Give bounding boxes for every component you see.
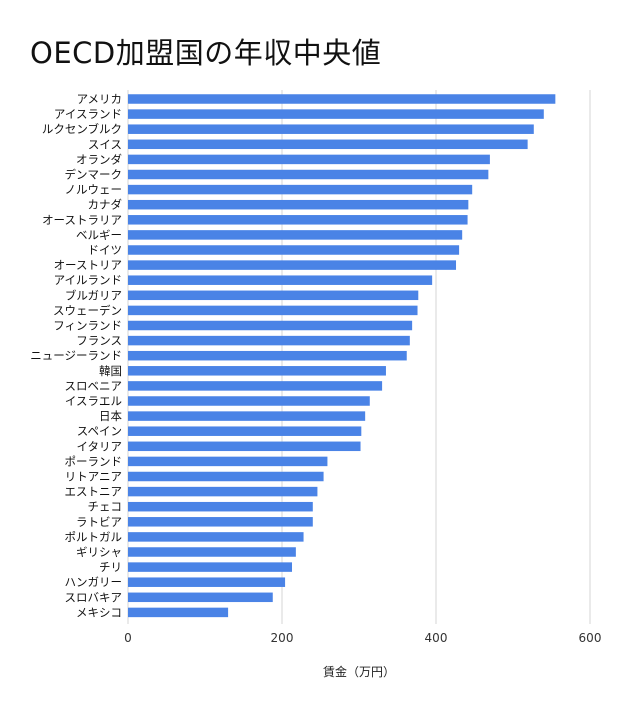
x-tick-label: 0	[124, 631, 132, 645]
x-tick-label: 400	[425, 631, 448, 645]
bar	[128, 230, 463, 240]
category-label: 日本	[99, 409, 122, 423]
category-label: 韓国	[99, 364, 122, 378]
bar	[128, 607, 229, 618]
category-label: オーストラリア	[42, 213, 122, 227]
bar	[128, 260, 457, 270]
category-label: リトアニア	[65, 470, 122, 484]
x-axis-title: 賃金（万円）	[323, 664, 395, 679]
bar	[128, 199, 469, 210]
bar	[128, 396, 370, 406]
bars	[128, 94, 556, 618]
category-label: ポルトガル	[65, 530, 123, 544]
chart-title: OECD加盟国の年収中央値	[30, 36, 382, 70]
category-label: ノルウェー	[65, 183, 123, 197]
bar	[128, 486, 318, 497]
category-label: イタリア	[76, 439, 122, 453]
category-label: フランス	[76, 334, 122, 348]
category-label: チェコ	[88, 500, 123, 514]
category-label: ギリシャ	[76, 545, 122, 559]
category-label: ポーランド	[65, 454, 123, 468]
category-label: ルクセンブルク	[42, 122, 122, 136]
category-label: アイルランド	[54, 273, 122, 287]
category-label: スロベニア	[65, 379, 123, 393]
category-label: カナダ	[88, 198, 123, 212]
bar	[128, 381, 383, 391]
category-label: スペイン	[77, 424, 122, 438]
x-tick-label: 600	[579, 631, 602, 645]
bar	[128, 366, 386, 376]
bar	[128, 411, 366, 421]
category-labels: アメリカアイスランドルクセンブルクスイスオランダデンマークノルウェーカナダオース…	[30, 92, 122, 619]
category-label: オランダ	[76, 152, 122, 166]
category-label: ハンガリー	[65, 575, 123, 589]
category-label: ベルギー	[76, 228, 122, 242]
bar	[128, 547, 296, 557]
bar	[128, 532, 304, 542]
bar	[128, 426, 362, 436]
bar	[128, 154, 490, 165]
category-label: フィンランド	[53, 319, 122, 333]
category-label: イスラエル	[65, 394, 122, 408]
category-label: デンマーク	[65, 168, 123, 182]
bar	[128, 592, 273, 603]
x-tick-label: 200	[271, 631, 294, 645]
bar	[128, 184, 473, 195]
bar	[128, 501, 313, 512]
bar	[128, 441, 361, 452]
category-label: ドイツ	[88, 243, 123, 257]
bar	[128, 290, 419, 301]
bar	[128, 562, 293, 572]
category-label: ブルガリア	[65, 288, 122, 302]
category-label: スロバキア	[65, 590, 123, 604]
category-label: エストニア	[65, 485, 123, 499]
bar	[128, 335, 410, 346]
bar	[128, 320, 413, 331]
bar	[128, 305, 418, 316]
category-label: スイス	[88, 137, 122, 151]
category-label: オーストリア	[54, 258, 122, 272]
category-label: スウェーデン	[53, 303, 122, 317]
bar	[128, 245, 460, 255]
x-tick-labels: 0 200 400 600	[124, 631, 601, 645]
category-label: アイスランド	[54, 107, 122, 121]
bar	[128, 139, 528, 150]
category-label: チリ	[99, 560, 122, 574]
bar	[128, 169, 489, 180]
bar	[128, 124, 534, 134]
bar	[128, 517, 313, 527]
bar	[128, 456, 328, 467]
category-label: ラトビア	[76, 515, 122, 529]
bar	[128, 109, 544, 119]
bar	[128, 577, 286, 587]
bar	[128, 94, 556, 104]
category-label: アメリカ	[77, 92, 122, 106]
bar	[128, 215, 468, 225]
bar	[128, 275, 433, 285]
bar	[128, 350, 407, 361]
category-label: メキシコ	[76, 605, 122, 619]
category-label: ニュージーランド	[30, 349, 122, 363]
bar	[128, 471, 324, 482]
